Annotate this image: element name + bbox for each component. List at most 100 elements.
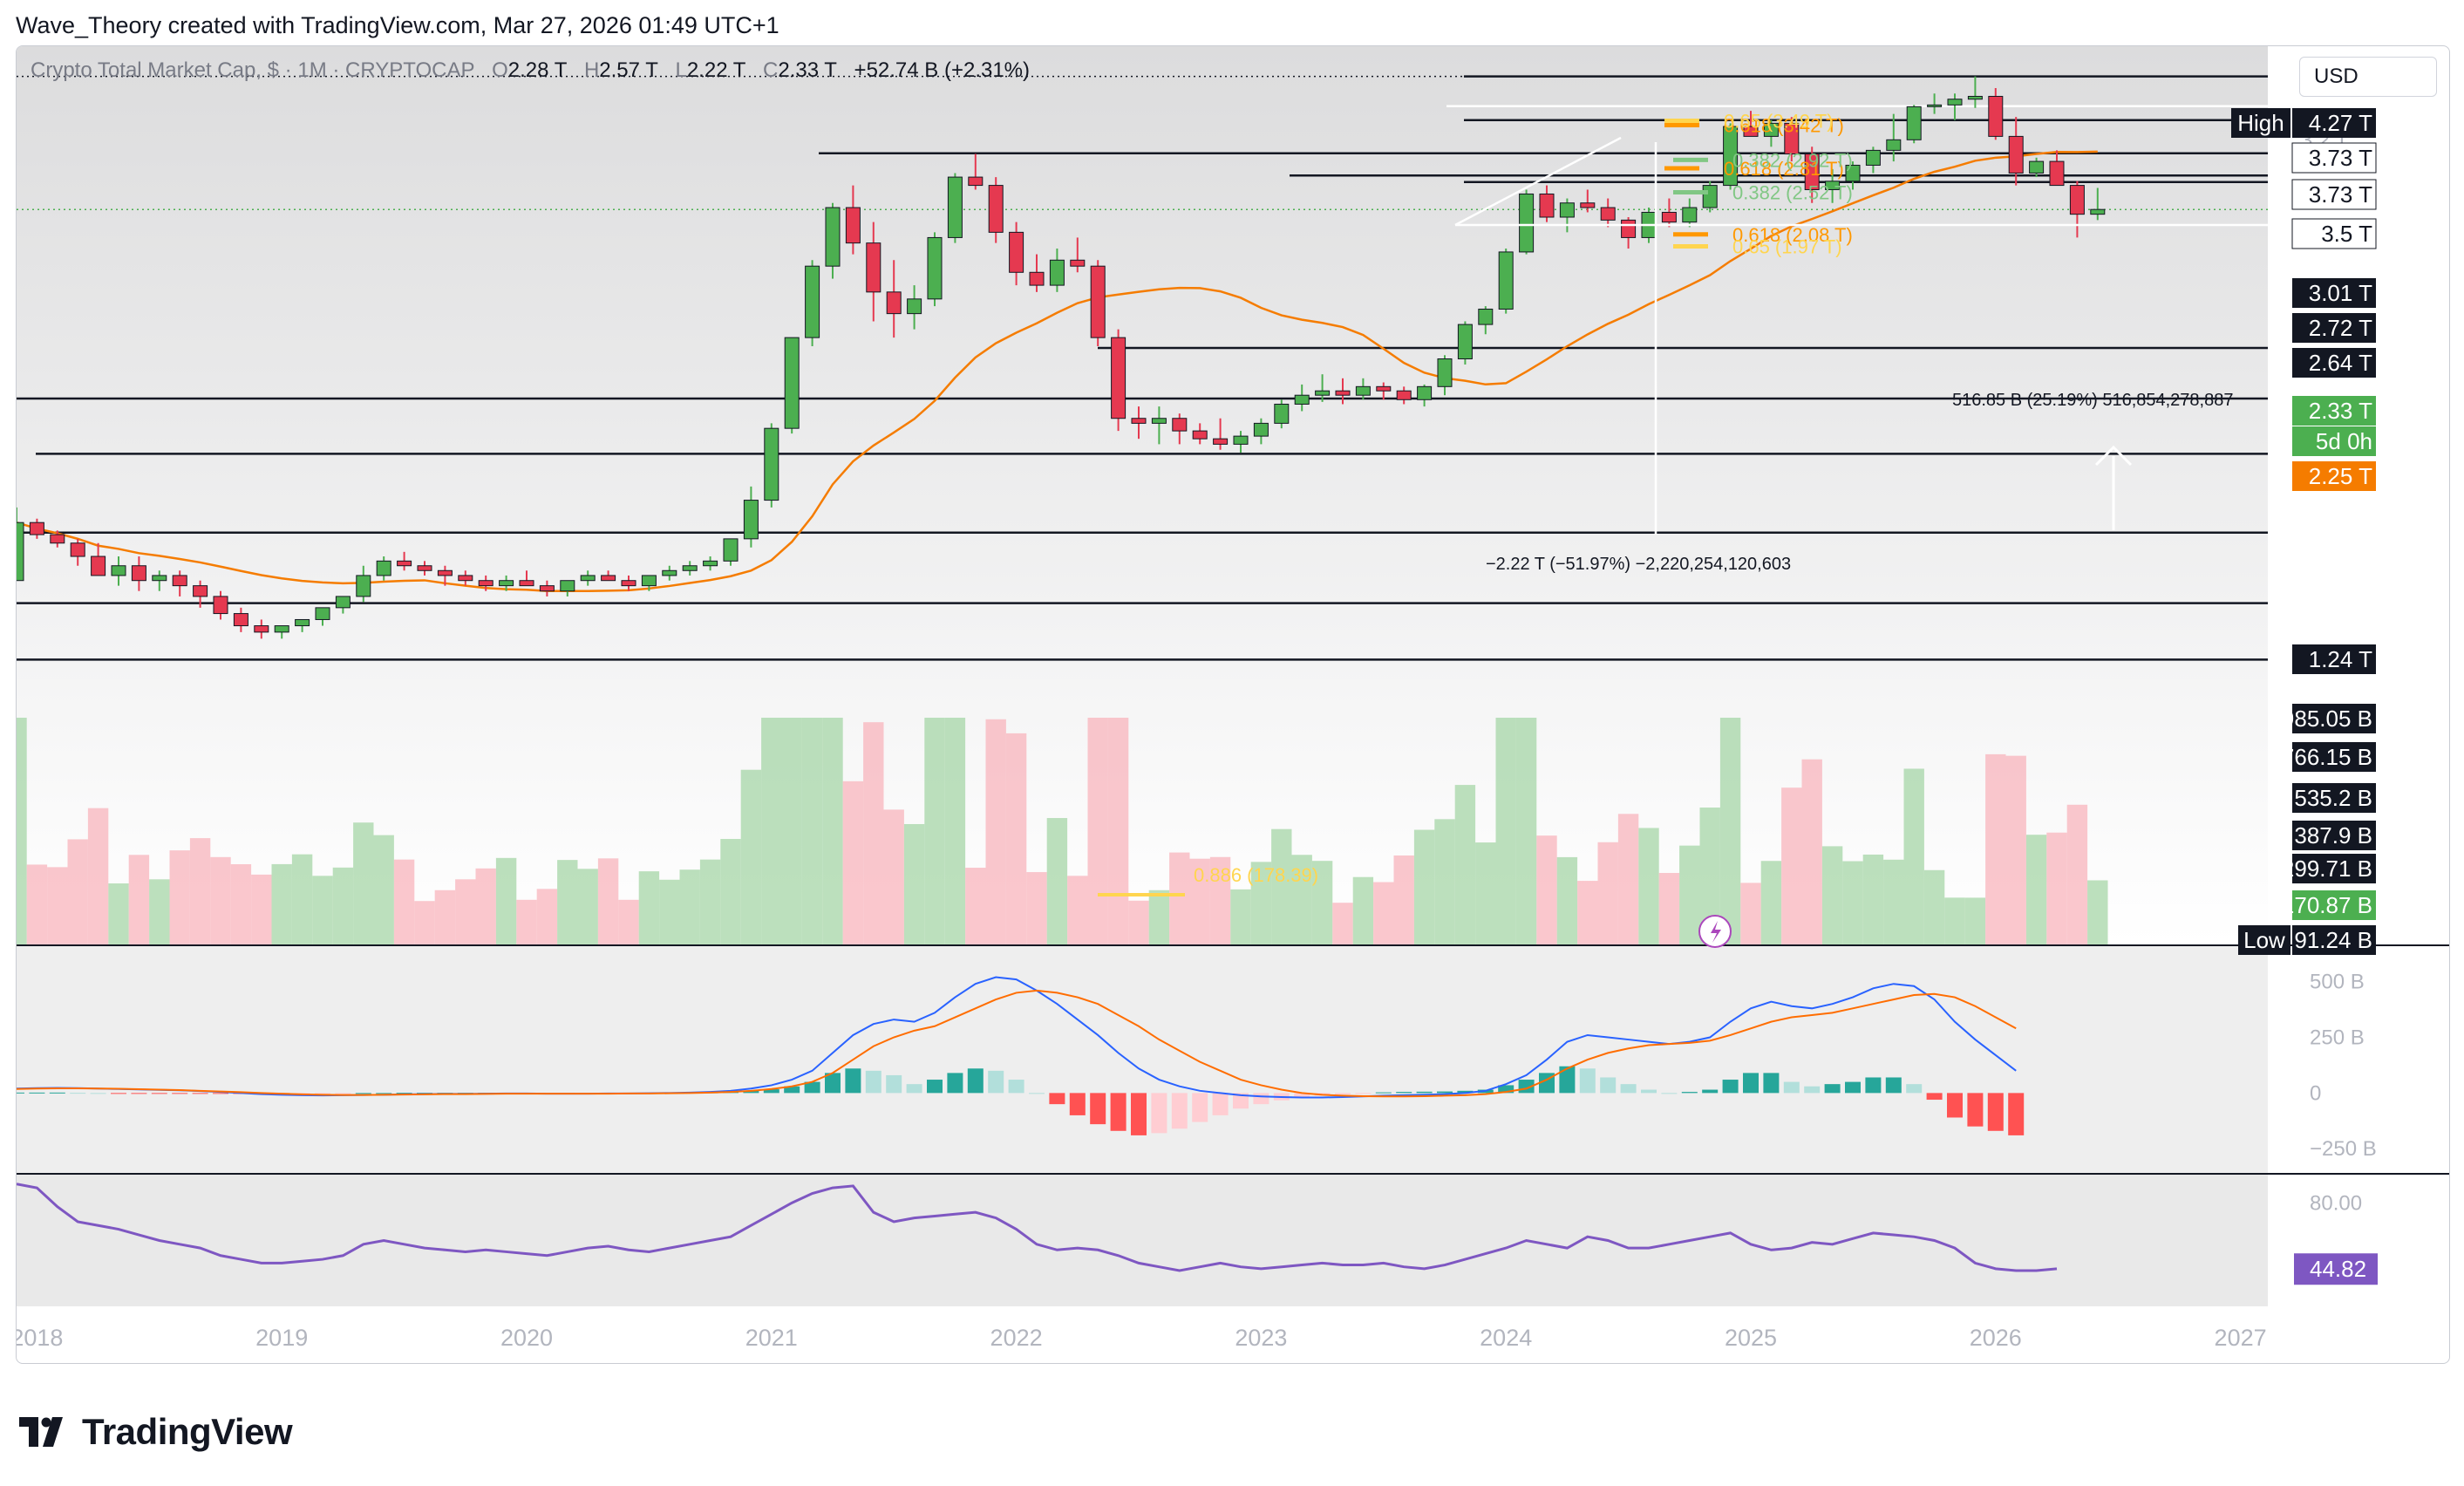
measure-up-arrowhead xyxy=(2094,445,2133,467)
macd-histogram-bar xyxy=(1110,1093,1126,1131)
candle-body xyxy=(601,575,616,582)
time-axis-tick: 2020 xyxy=(500,1325,553,1351)
volume-bar xyxy=(863,722,884,944)
price-label-box xyxy=(2292,108,2376,138)
candle-body xyxy=(560,580,575,592)
candle-body xyxy=(1988,95,2004,137)
macd-histogram-bar xyxy=(1845,1081,1861,1094)
old-fib-label: 0.886 (178.39) xyxy=(1194,864,1318,886)
candle-body xyxy=(315,607,330,620)
candle-body xyxy=(1029,271,1045,286)
volume-bar xyxy=(2087,880,2108,944)
candle-body xyxy=(50,534,65,544)
volume-bar xyxy=(230,863,252,944)
volume-bar xyxy=(1311,861,1333,944)
candle-body xyxy=(1886,139,1902,151)
candle-body xyxy=(1865,149,1881,166)
candle-body xyxy=(1111,337,1126,419)
symbol-name: Crypto Total Market Cap, $ · 1M · CRYPTO… xyxy=(31,58,475,82)
macd-histogram-bar xyxy=(355,1093,371,1094)
candle-body xyxy=(1825,181,1841,190)
candle-body xyxy=(1151,418,1167,424)
volume-bar xyxy=(128,855,150,944)
volume-bar xyxy=(1107,718,1129,944)
price-label: 2.33 T xyxy=(2309,398,2372,424)
volume-bar xyxy=(210,856,231,944)
price-label-box xyxy=(2292,278,2376,308)
chart-frame[interactable]: 0.618 (3.42 T) 0.618 (2.81 T) 0.382 (2.52 … xyxy=(16,45,2450,1364)
volume-bar xyxy=(1862,854,1884,944)
macd-histogram-bar xyxy=(1865,1077,1882,1094)
volume-bar xyxy=(1067,876,1088,944)
price-label-box xyxy=(2292,396,2376,426)
macd-histogram-bar xyxy=(825,1073,841,1094)
macd-histogram-bar xyxy=(947,1073,963,1094)
currency-button[interactable]: USD xyxy=(2299,57,2437,97)
volume-bar xyxy=(1842,861,1863,944)
candle-body xyxy=(1192,430,1208,440)
candle-body xyxy=(927,236,943,300)
volume-bar xyxy=(1413,829,1435,944)
rsi-line xyxy=(17,1183,2058,1272)
macd-axis-tick: −250 B xyxy=(2310,1137,2377,1161)
candle-body xyxy=(1294,394,1310,405)
price-label: 2.25 T xyxy=(2309,463,2372,489)
macd-histogram-bar xyxy=(1763,1073,1780,1094)
macd-histogram-bar xyxy=(1967,1093,1984,1127)
price-label: 2.64 T xyxy=(2309,350,2372,376)
price-label-box xyxy=(2292,890,2376,920)
candle-body xyxy=(172,575,187,587)
candle-body xyxy=(233,613,248,627)
volume-bar xyxy=(1373,882,1394,944)
candle-body xyxy=(825,207,841,267)
macd-histogram-bar xyxy=(906,1084,922,1094)
price-label-box xyxy=(2292,783,2376,813)
price-label: 3.73 T xyxy=(2309,145,2372,171)
candle-body xyxy=(662,569,677,576)
volume-bar xyxy=(1719,718,1741,944)
price-label-box xyxy=(2291,218,2377,249)
price-label: 3.73 T xyxy=(2309,181,2372,208)
measure-down-label: −2.22 T (−51.97%) −2,220,254,120,603 xyxy=(1486,555,1791,574)
close-label: C xyxy=(763,58,779,82)
volume-bar xyxy=(108,883,129,944)
macd-histogram-bar xyxy=(192,1093,208,1094)
macd-histogram-bar xyxy=(1579,1068,1596,1094)
volume-bar xyxy=(414,901,435,944)
volume-bar xyxy=(1679,845,1700,944)
fib-level-label: 0.382 (2.52 T) xyxy=(1732,181,1853,203)
volume-bar xyxy=(597,858,619,944)
candle-body xyxy=(723,538,739,562)
macd-histogram-bar xyxy=(1620,1084,1637,1094)
macd-histogram-bar xyxy=(1253,1093,1269,1105)
macd-histogram-bar xyxy=(1600,1077,1617,1094)
macd-axis-tick: 500 B xyxy=(2310,971,2365,994)
volume-bar xyxy=(1740,883,1761,944)
measure-up-label: 516.85 B (25.19%) 516,854,278,887 xyxy=(1952,391,2233,410)
volume-bar xyxy=(1903,768,1924,944)
symbol-legend: Crypto Total Market Cap, $ · 1M · CRYPTO… xyxy=(31,58,1030,83)
rsi-pane-background xyxy=(17,1175,2268,1306)
candle-body xyxy=(458,575,473,582)
volume-bar xyxy=(659,879,680,944)
candle-body xyxy=(2029,160,2045,174)
candle-body xyxy=(845,207,861,244)
macd-histogram-bar xyxy=(49,1092,65,1094)
candle-body xyxy=(1417,385,1433,400)
time-axis-tick: 2027 xyxy=(2215,1325,2267,1351)
candle-body xyxy=(866,242,881,293)
candle-body xyxy=(1498,251,1514,310)
volume-bar xyxy=(720,839,741,944)
candle-body xyxy=(2090,208,2106,215)
macd-histogram-bar xyxy=(1335,1093,1351,1094)
macd-histogram-bar xyxy=(1457,1090,1474,1094)
volume-bar xyxy=(1495,718,1516,944)
macd-pane-background xyxy=(17,946,2268,1173)
price-label-box xyxy=(2292,313,2376,343)
candle-body xyxy=(1396,390,1412,400)
macd-histogram-bar xyxy=(70,1093,86,1094)
chart-canvas[interactable]: 0.618 (3.42 T) 0.618 (2.81 T)0.382 (2.52 … xyxy=(17,46,2449,1363)
volume-bar xyxy=(353,822,374,944)
candle-body xyxy=(1457,324,1473,360)
price-label: 2.72 T xyxy=(2309,315,2372,341)
